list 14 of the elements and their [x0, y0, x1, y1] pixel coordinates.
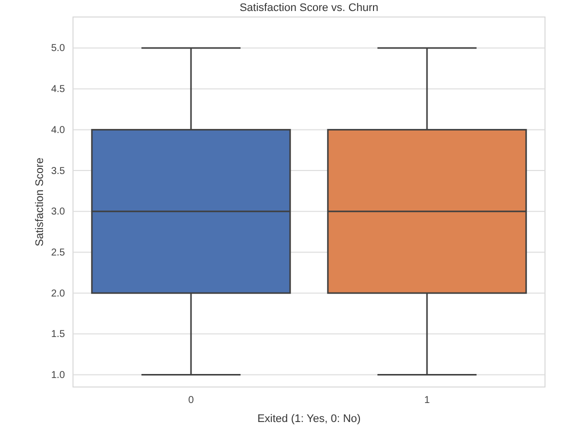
y-tick-label: 2.0	[51, 288, 66, 300]
x-tick-label: 1	[424, 395, 430, 406]
y-axis-title: Satisfaction Score	[34, 158, 46, 246]
x-axis-title: Exited (1: Yes, 0: No)	[257, 413, 361, 425]
y-tick-label: 4.0	[51, 124, 66, 136]
y-tick-label: 1.5	[51, 329, 66, 340]
y-tick-label: 2.5	[51, 247, 66, 258]
y-tick-label: 4.5	[51, 84, 66, 96]
y-tick-label: 1.0	[51, 370, 66, 381]
x-tick-label: 0	[188, 395, 194, 406]
y-tick-label: 5.0	[51, 43, 66, 54]
y-tick-label: 3.5	[51, 166, 66, 177]
chart-title: Satisfaction Score vs. Churn	[240, 2, 378, 14]
y-tick-label: 3.0	[51, 206, 66, 218]
